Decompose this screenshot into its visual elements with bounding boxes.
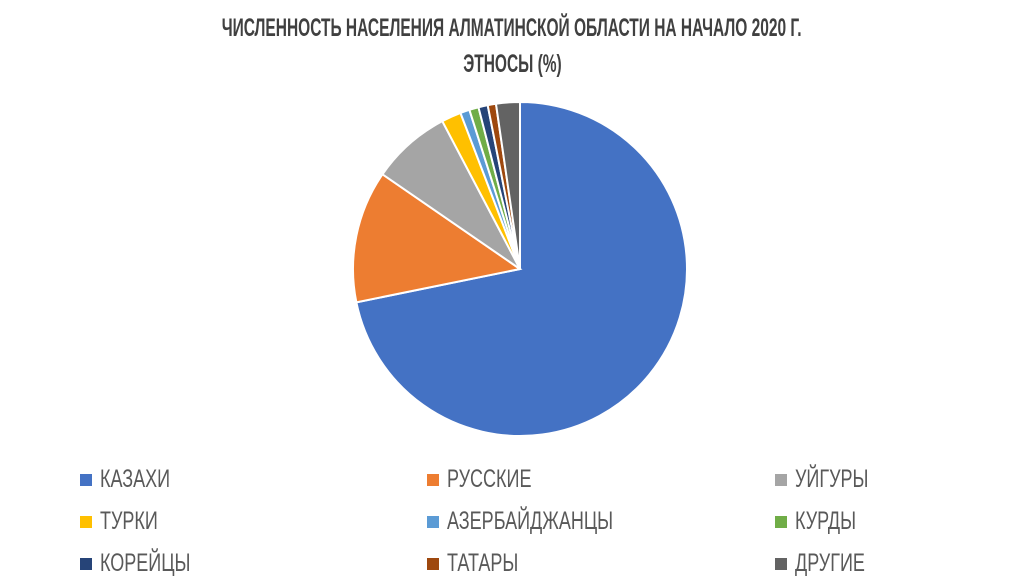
legend-label: КАЗАХИ — [100, 465, 171, 493]
legend-item: УЙГУРЫ — [775, 465, 897, 494]
legend-label: РУССКИЕ — [447, 465, 532, 493]
legend-label: ТУРКИ — [100, 507, 158, 535]
legend-label: УЙГУРЫ — [795, 465, 869, 493]
legend-label: КОРЕЙЦЫ — [100, 549, 191, 577]
chart-subtitle-text: ЭТНОСЫ (%) — [462, 50, 562, 78]
legend-item: КОРЕЙЦЫ — [80, 549, 226, 578]
chart-title-text: ЧИСЛЕННОСТЬ НАСЕЛЕНИЯ АЛМАТИНСКОЙ ОБЛАСТ… — [222, 14, 802, 42]
pie-slice-9 — [494, 100, 521, 270]
chart-subtitle: ЭТНОСЫ (%) — [0, 50, 1024, 79]
pie-slice-2 — [352, 172, 523, 304]
legend-swatch — [775, 557, 787, 570]
legend-item: КУРДЫ — [775, 507, 880, 536]
legend-item: РУССКИЕ — [427, 465, 564, 494]
legend-item: ТУРКИ — [80, 507, 180, 536]
legend-item: АЗЕРБАЙДЖАНЦЫ — [427, 507, 678, 536]
legend-swatch — [80, 473, 92, 486]
legend-item: КАЗАХИ — [80, 465, 197, 494]
chart-title: ЧИСЛЕННОСТЬ НАСЕЛЕНИЯ АЛМАТИНСКОЙ ОБЛАСТ… — [0, 14, 1024, 43]
legend-swatch — [427, 473, 439, 486]
legend-label: ТАТАРЫ — [447, 549, 519, 577]
legend-swatch — [775, 473, 787, 486]
legend-item: ТАТАРЫ — [427, 549, 546, 578]
legend-swatch — [80, 557, 92, 570]
legend-swatch — [80, 515, 92, 528]
legend-swatch — [775, 515, 787, 528]
legend-label: АЗЕРБАЙДЖАНЦЫ — [447, 507, 614, 535]
legend-swatch — [427, 557, 439, 570]
legend-item: ДРУГИЕ — [775, 549, 892, 578]
legend-label: ДРУГИЕ — [795, 549, 865, 577]
legend-label: КУРДЫ — [795, 507, 857, 535]
legend-swatch — [427, 515, 439, 528]
